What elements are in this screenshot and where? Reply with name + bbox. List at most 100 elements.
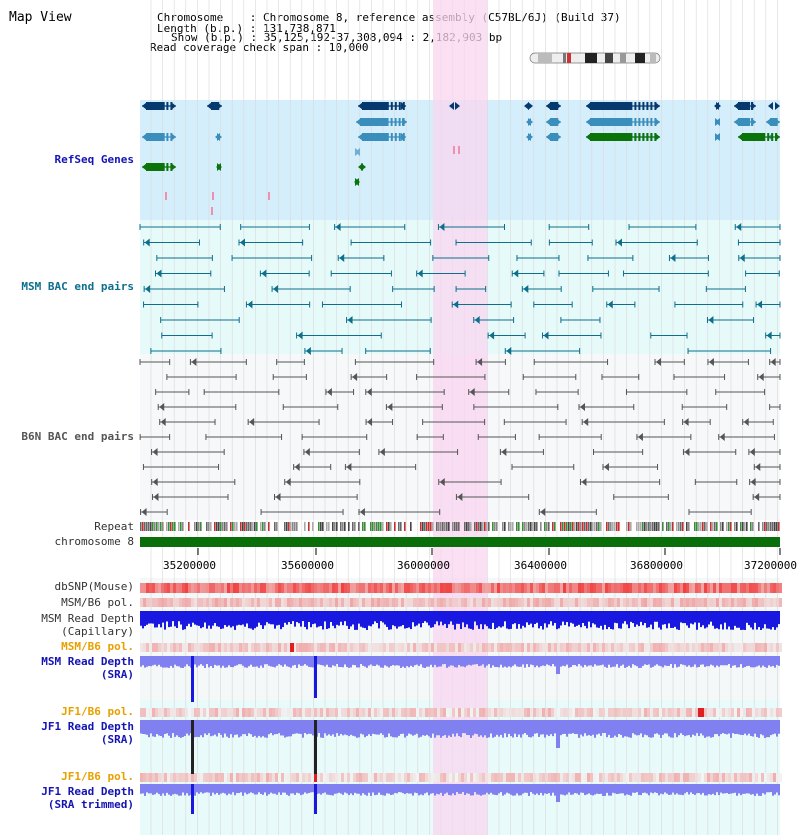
jf1-b6-pol-label-2[interactable]: JF1/B6 pol.	[61, 770, 134, 783]
depth-bar	[616, 720, 618, 738]
depth-bar	[652, 720, 654, 738]
jf1-b6-pol-label-1[interactable]: JF1/B6 pol.	[61, 705, 134, 718]
b6n-bac-label[interactable]: B6N BAC end pairs	[21, 430, 134, 443]
depth-bar	[408, 656, 410, 668]
heat-cell	[467, 708, 470, 717]
depth-bar	[342, 611, 344, 626]
msm-bac-label[interactable]: MSM BAC end pairs	[21, 280, 134, 293]
depth-bar	[584, 784, 586, 796]
jf1-depth-sra-label-1[interactable]: JF1 Read Depth	[41, 720, 134, 733]
heat-cell	[506, 708, 509, 717]
jf1-depth-trim-label-1[interactable]: JF1 Read Depth	[41, 785, 134, 798]
heat-cell	[323, 598, 326, 607]
depth-bar	[620, 656, 622, 666]
gene-arrow	[775, 102, 780, 110]
depth-bar	[174, 720, 176, 737]
depth-bar	[220, 656, 222, 668]
msm-depth-sra-label-1[interactable]: MSM Read Depth	[41, 655, 134, 668]
heat-cell	[341, 583, 344, 593]
heat-cell	[332, 583, 335, 593]
heat-cell	[551, 708, 554, 717]
heat-cell	[164, 643, 167, 652]
heat-cell	[602, 773, 605, 782]
chromosome-label: chromosome 8	[54, 535, 134, 548]
heat-cell	[146, 583, 149, 593]
depth-bar	[518, 720, 520, 735]
heat-cell	[590, 643, 593, 652]
heat-cell	[149, 598, 152, 607]
depth-bar	[560, 720, 562, 736]
heat-cell	[173, 643, 176, 652]
depth-bar	[452, 720, 454, 734]
heat-cell	[599, 598, 602, 607]
depth-bar	[424, 784, 426, 794]
repeat-mark	[640, 522, 642, 531]
depth-bar	[424, 720, 426, 736]
depth-bar	[368, 784, 370, 793]
heat-cell	[338, 583, 341, 593]
repeat-mark	[432, 522, 434, 531]
heat-cell	[170, 583, 173, 593]
repeat-mark	[616, 522, 618, 531]
depth-bar	[344, 784, 346, 793]
heat-cell	[542, 643, 545, 652]
depth-bar	[522, 611, 524, 626]
heat-cell	[539, 773, 542, 782]
heat-cell	[419, 708, 422, 717]
depth-bar	[252, 720, 254, 737]
repeat-mark	[386, 522, 388, 531]
heat-cell	[392, 598, 395, 607]
repeat-mark	[642, 522, 644, 531]
depth-bar	[644, 720, 646, 735]
depth-bar	[712, 784, 714, 794]
depth-bar	[356, 611, 358, 630]
depth-bar	[180, 611, 182, 625]
depth-bar	[614, 656, 616, 667]
heat-cell	[389, 708, 392, 717]
heat-cell	[140, 583, 143, 593]
msm-depth-capillary-label-1[interactable]: MSM Read Depth	[41, 612, 134, 625]
depth-bar	[238, 784, 240, 794]
depth-bar	[302, 656, 304, 666]
heat-cell	[500, 583, 503, 593]
msm-b6-pol-label-2[interactable]: MSM/B6 pol.	[61, 640, 134, 653]
depth-bar	[176, 720, 178, 736]
heat-cell	[242, 708, 245, 717]
heat-cell	[308, 708, 311, 717]
depth-bar	[310, 720, 312, 734]
heat-cell	[452, 598, 455, 607]
heat-cell	[632, 643, 635, 652]
heat-cell	[611, 708, 614, 717]
depth-bar	[496, 784, 498, 796]
repeat-mark	[702, 522, 704, 531]
heat-cell	[713, 598, 716, 607]
depth-bar	[362, 611, 364, 628]
heat-cell	[347, 708, 350, 717]
dbsnp-label[interactable]: dbSNP(Mouse)	[54, 580, 134, 593]
depth-bar	[200, 784, 202, 793]
heat-cell	[509, 598, 512, 607]
depth-bar	[328, 784, 330, 795]
depth-bar	[484, 611, 486, 625]
depth-bar	[504, 720, 506, 734]
heat-cell	[458, 583, 461, 593]
depth-bar	[436, 720, 438, 736]
repeat-mark	[370, 522, 372, 531]
refseq-label[interactable]: RefSeq Genes	[54, 153, 134, 166]
depth-bar	[402, 611, 404, 626]
span-info: Read coverage check span : 10,000	[150, 41, 369, 54]
gene-exon	[550, 118, 559, 126]
heat-cell	[236, 708, 239, 717]
depth-bar	[544, 611, 546, 624]
depth-bar	[654, 611, 656, 622]
depth-bar	[716, 656, 718, 666]
depth-bar	[500, 611, 502, 628]
depth-bar	[504, 784, 506, 795]
depth-bar	[290, 656, 292, 668]
heat-cell	[569, 773, 572, 782]
heat-cell	[569, 708, 572, 717]
depth-bar	[394, 611, 396, 627]
msm-b6-pol-label-1[interactable]: MSM/B6 pol.	[61, 596, 134, 609]
heat-cell	[776, 773, 779, 782]
